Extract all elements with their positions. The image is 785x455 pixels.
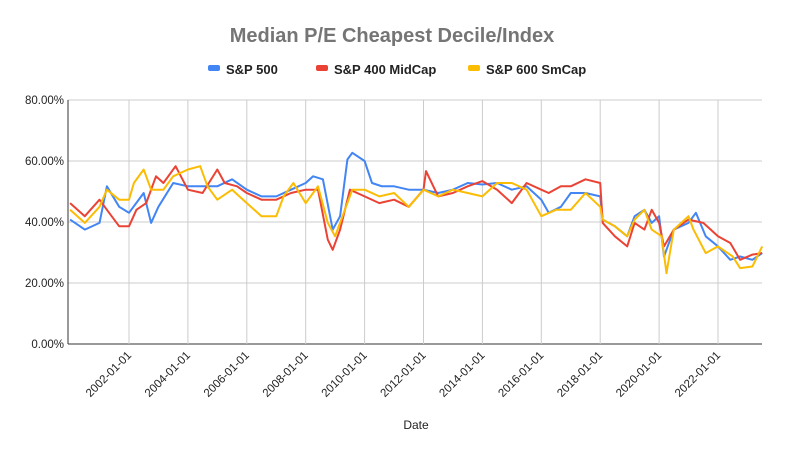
- x-tick-label: 2006-01-01: [202, 350, 252, 400]
- x-tick-label: 2018-01-01: [555, 350, 605, 400]
- x-tick-label: 2022-01-01: [673, 350, 723, 400]
- gridlines: [67, 99, 762, 345]
- y-tick-label: 40.00%: [25, 217, 64, 229]
- legend-swatch: [468, 65, 480, 71]
- chart-title: Median P/E Cheapest Decile/Index: [230, 25, 555, 47]
- x-tick-label: 2020-01-01: [614, 350, 664, 400]
- y-tick-label: 60.00%: [25, 156, 64, 168]
- x-axis-ticks: 2002-01-01 2004-01-01 2006-01-01 2008-01-01…: [84, 350, 723, 400]
- legend-label: S&P 500: [226, 62, 278, 77]
- series-lines: [69, 151, 764, 275]
- y-tick-label: 0.00%: [31, 339, 64, 351]
- y-tick-label: 20.00%: [25, 278, 64, 290]
- series-line: [69, 165, 763, 261]
- legend-label: S&P 400 MidCap: [334, 62, 436, 77]
- x-axis-title: Date: [403, 418, 429, 432]
- x-tick-label: 2010-01-01: [320, 350, 370, 400]
- x-tick-label: 2004-01-01: [143, 350, 193, 400]
- legend-swatch: [316, 65, 328, 71]
- x-tick-label: 2002-01-01: [84, 350, 134, 400]
- x-tick-label: 2014-01-01: [437, 350, 487, 400]
- x-tick-label: 2008-01-01: [261, 350, 311, 400]
- x-tick-label: 2016-01-01: [496, 350, 546, 400]
- x-tick-label: 2012-01-01: [379, 350, 429, 400]
- legend: S&P 500 S&P 400 MidCap S&P 600 SmCap: [208, 62, 586, 77]
- y-axis-ticks: 0.00% 20.00% 40.00% 60.00% 80.00%: [25, 95, 64, 351]
- series-line: [69, 165, 764, 275]
- legend-label: S&P 600 SmCap: [486, 62, 586, 77]
- y-tick-label: 80.00%: [25, 95, 64, 107]
- legend-swatch: [208, 65, 220, 71]
